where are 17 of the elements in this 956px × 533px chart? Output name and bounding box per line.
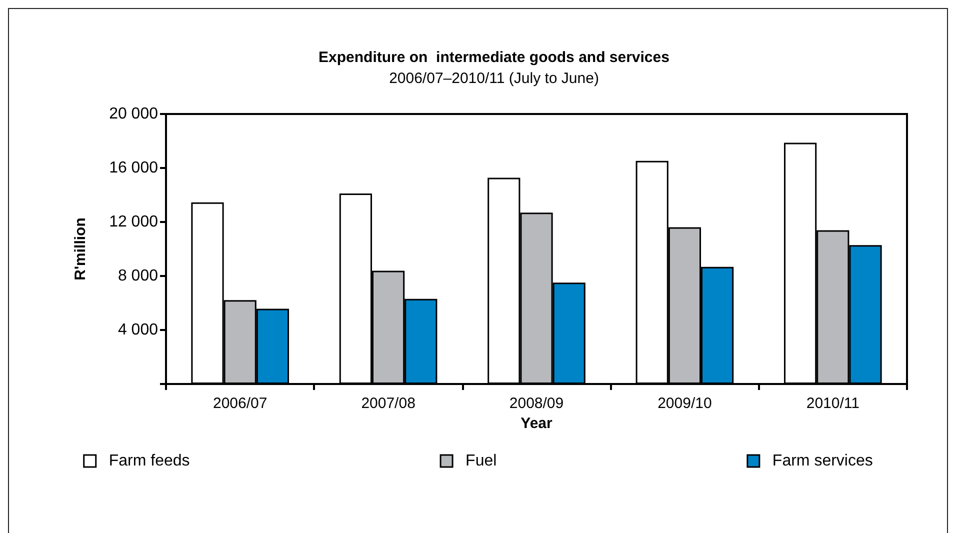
x-tick-label: 2010/11 bbox=[806, 395, 860, 412]
y-tick-label: 16 000 bbox=[109, 160, 158, 176]
x-tick-label: 2008/09 bbox=[509, 395, 564, 412]
legend-label: Fuel bbox=[466, 452, 497, 470]
legend-label: Farm feeds bbox=[108, 452, 190, 470]
x-tick-label: 2009/10 bbox=[658, 395, 712, 412]
y-axis-title: R'million bbox=[72, 218, 89, 280]
y-tick-label: 4 000 bbox=[118, 322, 158, 338]
legend-label: Farm services bbox=[772, 452, 873, 470]
x-tick-label: 2006/07 bbox=[212, 395, 268, 412]
y-tick-label: 12 000 bbox=[109, 214, 158, 230]
x-axis-title: Year bbox=[520, 414, 553, 432]
y-tick-label: 20 000 bbox=[109, 106, 158, 122]
x-tick-label: 2007/08 bbox=[361, 395, 416, 412]
y-tick-label: 8 000 bbox=[118, 268, 158, 284]
chart-title: Expenditure on intermediate goods and services bbox=[318, 49, 670, 66]
chart-subtitle: 2006/07–2010/11 (July to June) bbox=[389, 70, 599, 87]
